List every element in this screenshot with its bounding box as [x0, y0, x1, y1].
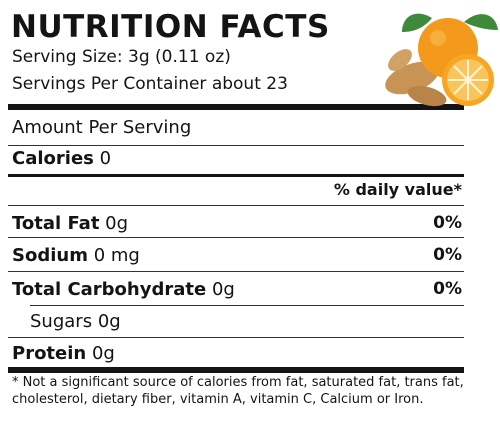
serving-size: Serving Size: 3g (0.11 oz) — [12, 47, 231, 67]
nutrient-amount: 0g — [211, 279, 235, 300]
divider — [30, 305, 464, 306]
divider — [8, 145, 464, 146]
nutrient-row-sugars: Sugars 0g — [30, 311, 450, 332]
thick-divider — [8, 367, 464, 373]
thick-divider — [8, 104, 464, 110]
nutrient-daily-value: 0% — [433, 279, 462, 299]
nutrition-facts-title: NUTRITION FACTS — [11, 9, 330, 45]
nutrient-row-total-fat: Total Fat 0g 0% — [12, 213, 462, 234]
nutrient-amount: 0g — [91, 343, 115, 364]
amount-per-serving: Amount Per Serving — [12, 117, 192, 138]
nutrient-amount: 0 mg — [93, 245, 140, 266]
footnote: * Not a significant source of calories f… — [12, 375, 464, 407]
servings-per-container: Servings Per Container about 23 — [12, 74, 288, 94]
calories-label: Calories — [12, 148, 94, 169]
calories-row: Calories 0 — [12, 148, 462, 169]
nutrient-label: Sugars — [30, 311, 93, 332]
divider — [8, 271, 464, 272]
nutrient-row-sodium: Sodium 0 mg 0% — [12, 245, 462, 266]
nutrient-daily-value: 0% — [433, 245, 462, 265]
nutrient-daily-value: 0% — [433, 213, 462, 233]
divider — [8, 205, 464, 206]
nutrient-amount: 0g — [97, 311, 121, 332]
nutrient-amount: 0g — [105, 213, 129, 234]
divider — [8, 237, 464, 238]
nutrient-label: Sodium — [12, 245, 88, 266]
nutrient-row-total-carbohydrate: Total Carbohydrate 0g 0% — [12, 279, 462, 300]
nutrient-row-protein: Protein 0g — [12, 343, 462, 364]
nutrient-label: Protein — [12, 343, 87, 364]
nutrient-label: Total Carbohydrate — [12, 279, 207, 300]
divider — [8, 337, 464, 338]
nutrient-label: Total Fat — [12, 213, 100, 234]
daily-value-header: % daily value* — [333, 180, 462, 199]
calories-value: 0 — [99, 148, 112, 169]
medium-divider — [8, 174, 464, 177]
orange-ginger-image — [385, 13, 498, 107]
